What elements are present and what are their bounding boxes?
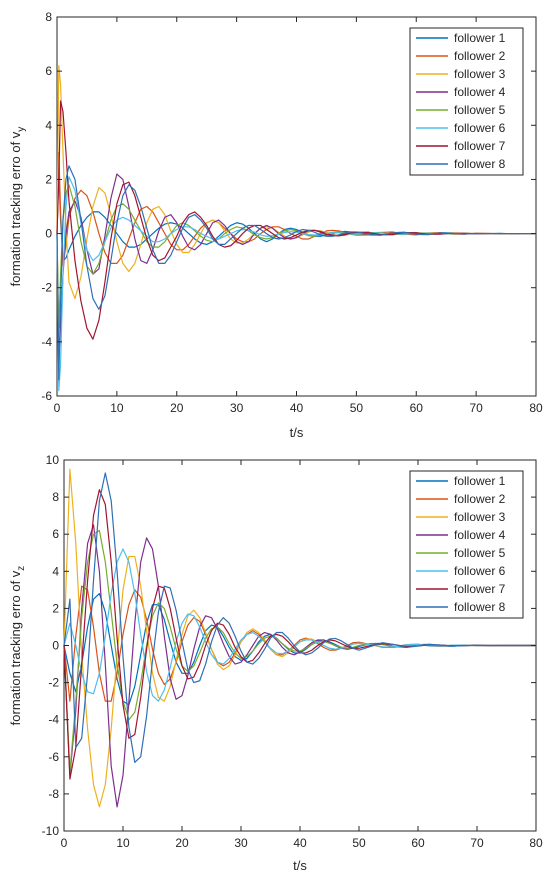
series-line-7-vz [63, 489, 536, 780]
x-axis-label-vy: t/s [290, 425, 304, 440]
legend-label: follower 1 [454, 474, 506, 488]
x-tick-label: 60 [410, 401, 424, 415]
y-axis-label-main-vz: formation tracking erro of v [8, 570, 23, 725]
x-tick-label: 20 [175, 836, 189, 850]
y-tick-label: -6 [41, 389, 52, 403]
y-axis-label-sub-vy: y [16, 127, 27, 132]
legend-label: follower 6 [454, 121, 506, 135]
y-tick-label: 8 [45, 10, 52, 24]
x-tick-label: 80 [529, 836, 543, 850]
legend-label: follower 3 [454, 510, 506, 524]
ticks-vz: 0 10 20 30 40 50 60 70 80 -10 -8 -6 -4 -2 0 2 4 6 8 10 [42, 453, 543, 850]
legend-label: follower 8 [454, 600, 506, 614]
legend-box [409, 27, 524, 176]
y-tick-label: 2 [45, 172, 52, 186]
y-tick-label: -2 [48, 676, 59, 690]
legend-label: follower 7 [454, 139, 506, 153]
y-tick-label: 0 [45, 227, 52, 241]
x-tick-label: 30 [230, 401, 244, 415]
y-tick-label: -2 [41, 281, 52, 295]
x-tick-label: 70 [469, 401, 483, 415]
y-tick-label: 6 [45, 64, 52, 78]
series-group-vy [56, 65, 536, 392]
ticks-vy: 0 10 20 30 40 50 60 70 80 -6 -4 -2 0 2 4 6 8 [41, 10, 543, 415]
x-tick-label: 20 [170, 401, 184, 415]
y-tick-label: -4 [48, 713, 59, 727]
y-tick-label: 0 [52, 639, 59, 653]
x-tick-label: 0 [61, 836, 68, 850]
y-axis-label-main-vy: formation tracking erro of v [8, 131, 23, 286]
y-tick-label: -4 [41, 335, 52, 349]
legend-label: follower 1 [454, 31, 506, 45]
legend-label: follower 5 [454, 103, 506, 117]
legend-label: follower 2 [454, 49, 506, 63]
y-tick-label: -10 [42, 824, 60, 838]
series-line-8-vy [56, 165, 536, 381]
x-tick-label: 50 [352, 836, 366, 850]
x-tick-label: 80 [529, 401, 543, 415]
legend-label: follower 3 [454, 67, 506, 81]
x-tick-label: 40 [293, 836, 307, 850]
x-tick-label: 60 [411, 836, 425, 850]
series-line-6-vy [56, 176, 536, 392]
legend-vy: follower 1 follower 2 follower 3 follower 4… [409, 27, 524, 176]
y-axis-label-sub-vz: z [16, 566, 27, 571]
y-tick-label: -6 [48, 750, 59, 764]
y-tick-label: 2 [52, 601, 59, 615]
y-tick-label: 4 [45, 118, 52, 132]
y-axis-label-vz: formation tracking erro of vz [8, 566, 27, 726]
y-tick-label: 10 [46, 453, 60, 467]
legend-vz: follower 1 follower 2 follower 3 follower 4… [409, 470, 524, 619]
chart-vz: 0 10 20 30 40 50 60 70 80 -10 -8 -6 -4 -2 0 2 4 6 8 10 foll… [8, 453, 543, 873]
series-line-7-vy [56, 100, 536, 340]
y-tick-label: 8 [52, 490, 59, 504]
y-tick-label: 4 [52, 564, 59, 578]
x-tick-label: 30 [234, 836, 248, 850]
series-line-6-vz [63, 548, 536, 702]
legend-label: follower 2 [454, 492, 506, 506]
x-tick-label: 10 [116, 836, 130, 850]
x-tick-label: 40 [290, 401, 304, 415]
legend-label: follower 7 [454, 582, 506, 596]
x-tick-label: 70 [470, 836, 484, 850]
y-tick-label: -8 [48, 787, 59, 801]
legend-label: follower 5 [454, 546, 506, 560]
legend-label: follower 8 [454, 157, 506, 171]
x-tick-label: 50 [350, 401, 364, 415]
legend-label: follower 4 [454, 528, 506, 542]
series-line-8-vz [63, 472, 536, 763]
series-group-vz [63, 468, 536, 808]
y-tick-label: 6 [52, 527, 59, 541]
legend-label: follower 6 [454, 564, 506, 578]
legend-label: follower 4 [454, 85, 506, 99]
y-axis-label-vy: formation tracking erro of vy [8, 127, 27, 287]
x-tick-label: 10 [110, 401, 124, 415]
x-axis-label-vz: t/s [293, 858, 307, 873]
x-tick-label: 0 [54, 401, 61, 415]
legend-box [409, 470, 524, 619]
